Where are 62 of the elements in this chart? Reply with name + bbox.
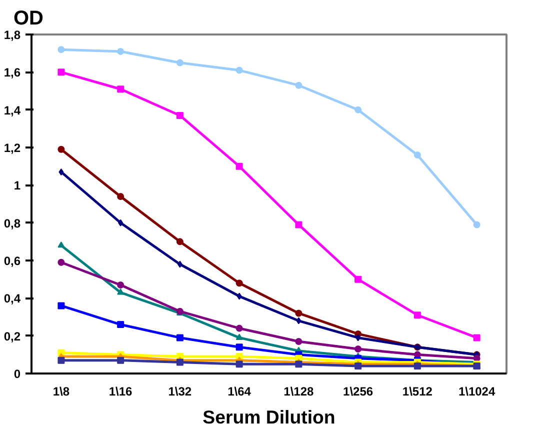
y-tick-label: 0,8 xyxy=(4,216,21,230)
x-tick-label: 1\32 xyxy=(168,384,192,398)
x-axis-title: Serum Dilution xyxy=(202,406,336,428)
point xyxy=(118,219,124,226)
y-axis-title: OD xyxy=(14,8,44,30)
point xyxy=(414,152,421,159)
point xyxy=(354,106,362,114)
point xyxy=(473,221,480,228)
point xyxy=(295,221,302,228)
point xyxy=(236,334,243,340)
point xyxy=(177,260,182,268)
x-tick-label: 1\16 xyxy=(108,384,133,398)
point xyxy=(176,59,184,66)
point xyxy=(58,68,65,76)
y-tick-label: 1,2 xyxy=(4,141,21,155)
x-tick-label: 1\64 xyxy=(228,384,252,398)
point xyxy=(176,112,184,119)
point xyxy=(295,310,302,317)
y-tick-label: 0 xyxy=(14,367,21,381)
point xyxy=(356,334,361,342)
point xyxy=(58,168,64,176)
point xyxy=(58,46,65,54)
point xyxy=(117,288,124,295)
point xyxy=(296,317,302,324)
point xyxy=(236,292,242,300)
y-tick-label: 1,4 xyxy=(4,103,21,118)
point xyxy=(236,162,243,170)
x-tick-label: 1\256 xyxy=(343,384,374,398)
point xyxy=(58,241,65,248)
point xyxy=(414,312,421,319)
point xyxy=(236,324,243,332)
x-tick-label: 1\128 xyxy=(284,384,314,398)
y-tick-label: 1,6 xyxy=(4,66,21,80)
point xyxy=(58,146,65,153)
point xyxy=(117,48,124,55)
point xyxy=(236,360,243,368)
y-tick-label: 0,6 xyxy=(4,254,21,268)
y-tick-label: 1,8 xyxy=(4,28,21,42)
point xyxy=(473,334,480,342)
y-tick-label: 0,2 xyxy=(4,329,21,344)
point xyxy=(236,280,243,287)
point xyxy=(236,66,243,74)
point xyxy=(354,276,362,283)
x-tick-label: 1\1024 xyxy=(458,384,496,398)
point xyxy=(58,356,65,364)
y-tick-label: 1 xyxy=(14,178,21,193)
point xyxy=(176,238,184,246)
point xyxy=(58,258,65,266)
point xyxy=(117,356,124,364)
x-tick-label: 1\512 xyxy=(402,384,433,398)
point xyxy=(354,346,362,353)
point xyxy=(117,281,124,288)
point xyxy=(295,82,302,89)
point xyxy=(295,338,302,345)
point xyxy=(58,302,65,310)
x-tick-label: 1\8 xyxy=(52,384,70,398)
point xyxy=(176,334,184,342)
y-tick-label: 0,4 xyxy=(4,292,21,306)
point xyxy=(117,321,124,328)
point xyxy=(117,86,124,93)
point xyxy=(117,192,124,200)
point xyxy=(236,344,243,351)
